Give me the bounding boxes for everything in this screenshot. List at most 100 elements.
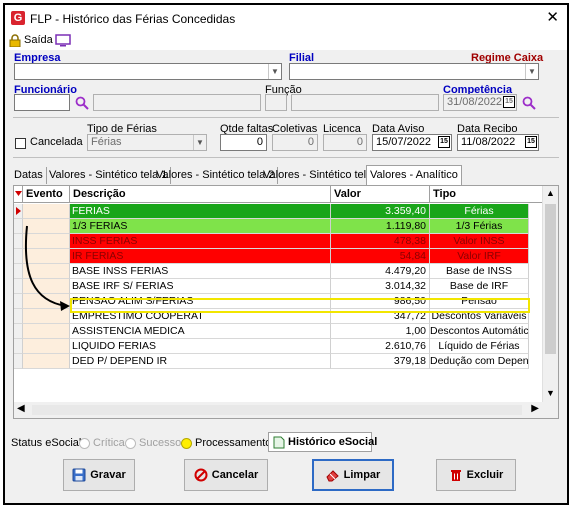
cell-evento[interactable]: [23, 219, 70, 234]
cell-descricao[interactable]: INSS FERIAS: [70, 234, 331, 249]
horizontal-scrollbar[interactable]: ◀ ▶: [14, 402, 543, 418]
cell-valor[interactable]: 347,72: [331, 309, 430, 324]
cell-descricao[interactable]: FERIAS: [70, 204, 331, 219]
column-header-evento[interactable]: Evento: [23, 186, 70, 203]
row-indicator[interactable]: [14, 249, 23, 264]
scroll-down-icon[interactable]: ▼: [546, 388, 555, 398]
row-indicator[interactable]: [14, 279, 23, 294]
chevron-down-icon[interactable]: ▼: [525, 64, 538, 79]
padlock-icon[interactable]: [9, 34, 21, 47]
cell-valor[interactable]: 1,00: [331, 324, 430, 339]
scroll-left-icon[interactable]: ◀: [17, 403, 25, 414]
search-icon[interactable]: [522, 96, 536, 110]
table-row[interactable]: 1/3 FERIAS 1.119,80 1/3 Férias: [14, 219, 529, 234]
cell-tipo[interactable]: Base de INSS: [430, 264, 529, 279]
cell-evento[interactable]: [23, 294, 70, 309]
table-row[interactable]: EMPRESTIMO COOPERAT 347,72 Descontos Variá…: [14, 309, 529, 324]
historico-esocial-tab[interactable]: Histórico eSocial: [268, 432, 377, 452]
row-indicator[interactable]: [14, 264, 23, 279]
filial-select[interactable]: ▼: [289, 63, 539, 80]
row-indicator[interactable]: [14, 309, 23, 324]
vertical-scrollbar[interactable]: ▲ ▼: [542, 186, 558, 418]
table-row[interactable]: IR FERIAS 54,84 Valor IRF: [14, 249, 529, 264]
cell-tipo[interactable]: Dedução com Depende: [430, 354, 529, 369]
calendar-icon[interactable]: 15: [503, 96, 515, 108]
cell-evento[interactable]: [23, 354, 70, 369]
chevron-down-icon[interactable]: ▼: [268, 64, 281, 79]
qtde-faltas-field[interactable]: 0: [220, 134, 267, 151]
cell-tipo[interactable]: Valor INSS: [430, 234, 529, 249]
cell-evento[interactable]: [23, 339, 70, 354]
close-icon[interactable]: ✕: [546, 9, 559, 26]
cell-evento[interactable]: [23, 309, 70, 324]
cell-evento[interactable]: [23, 279, 70, 294]
tab-sintetico-2[interactable]: Valores - Sintético tela 2: [153, 167, 279, 184]
tab-analitico[interactable]: Valores - Analítico: [366, 165, 462, 185]
table-row[interactable]: PENSAO ALIM S/FERIAS 986,50 Pensao: [14, 294, 529, 309]
data-aviso-field[interactable]: 15/07/2022 15: [372, 134, 452, 151]
cell-descricao[interactable]: PENSAO ALIM S/FERIAS: [70, 294, 331, 309]
cell-descricao[interactable]: 1/3 FERIAS: [70, 219, 331, 234]
cell-valor[interactable]: 3.359,40: [331, 204, 430, 219]
tipo-ferias-select[interactable]: Férias ▼: [87, 134, 207, 151]
row-indicator[interactable]: [14, 294, 23, 309]
cell-valor[interactable]: 2.610,76: [331, 339, 430, 354]
scroll-thumb[interactable]: [545, 204, 556, 354]
row-indicator[interactable]: [14, 219, 23, 234]
calendar-icon[interactable]: 15: [438, 136, 450, 148]
table-row[interactable]: INSS FERIAS 478,38 Valor INSS: [14, 234, 529, 249]
cell-evento[interactable]: [23, 264, 70, 279]
cell-valor[interactable]: 4.479,20: [331, 264, 430, 279]
calendar-icon[interactable]: 15: [525, 136, 537, 148]
cell-tipo[interactable]: Descontos Variáveis: [430, 309, 529, 324]
cell-tipo[interactable]: Descontos Automátic: [430, 324, 529, 339]
table-row[interactable]: ASSISTENCIA MEDICA 1,00 Descontos Automáti…: [14, 324, 529, 339]
delete-button[interactable]: Excluir: [436, 459, 516, 491]
table-row[interactable]: BASE IRF S/ FERIAS 3.014,32 Base de IRF: [14, 279, 529, 294]
empresa-select[interactable]: ▼: [14, 63, 282, 80]
scroll-up-icon[interactable]: ▲: [546, 188, 555, 198]
funcionario-code-field[interactable]: [14, 94, 70, 111]
sort-indicator-icon[interactable]: [14, 186, 23, 203]
exit-label[interactable]: Saída: [24, 34, 53, 46]
cell-evento[interactable]: [23, 204, 70, 219]
cell-tipo[interactable]: Férias: [430, 204, 529, 219]
cancelada-label[interactable]: Cancelada: [30, 136, 83, 148]
cell-descricao[interactable]: ASSISTENCIA MEDICA: [70, 324, 331, 339]
monitor-icon[interactable]: [55, 34, 71, 47]
cell-tipo[interactable]: Líquido de Férias: [430, 339, 529, 354]
row-indicator[interactable]: [14, 324, 23, 339]
scroll-track[interactable]: [32, 405, 522, 415]
cell-valor[interactable]: 3.014,32: [331, 279, 430, 294]
column-header-valor[interactable]: Valor: [331, 186, 430, 203]
cell-tipo[interactable]: Valor IRF: [430, 249, 529, 264]
cell-descricao[interactable]: EMPRESTIMO COOPERAT: [70, 309, 331, 324]
table-row[interactable]: FERIAS 3.359,40 Férias: [14, 204, 529, 219]
competencia-field[interactable]: 31/08/2022 15: [443, 94, 517, 111]
cell-valor[interactable]: 478,38: [331, 234, 430, 249]
search-icon[interactable]: [75, 96, 89, 110]
row-indicator[interactable]: [14, 204, 23, 219]
cancelada-checkbox[interactable]: [15, 138, 26, 149]
data-recibo-field[interactable]: 11/08/2022 15: [457, 134, 539, 151]
table-row[interactable]: LIQUIDO FERIAS 2.610,76 Líquido de Férias: [14, 339, 529, 354]
cancel-button[interactable]: Cancelar: [184, 459, 268, 491]
cell-evento[interactable]: [23, 234, 70, 249]
cell-descricao[interactable]: BASE IRF S/ FERIAS: [70, 279, 331, 294]
cell-valor[interactable]: 986,50: [331, 294, 430, 309]
cell-valor[interactable]: 379,18: [331, 354, 430, 369]
cell-descricao[interactable]: IR FERIAS: [70, 249, 331, 264]
clear-button[interactable]: Limpar: [312, 459, 394, 491]
cell-descricao[interactable]: DED P/ DEPEND IR: [70, 354, 331, 369]
tab-datas[interactable]: Datas: [11, 167, 47, 184]
cell-tipo[interactable]: 1/3 Férias: [430, 219, 529, 234]
row-indicator[interactable]: [14, 234, 23, 249]
cell-evento[interactable]: [23, 249, 70, 264]
cell-valor[interactable]: 54,84: [331, 249, 430, 264]
events-grid[interactable]: Evento Descrição Valor Tipo FERIAS 3.359,…: [13, 185, 559, 419]
table-row[interactable]: BASE INSS FERIAS 4.479,20 Base de INSS: [14, 264, 529, 279]
cell-tipo[interactable]: Pensao: [430, 294, 529, 309]
row-indicator[interactable]: [14, 354, 23, 369]
chevron-down-icon[interactable]: ▼: [193, 135, 206, 150]
